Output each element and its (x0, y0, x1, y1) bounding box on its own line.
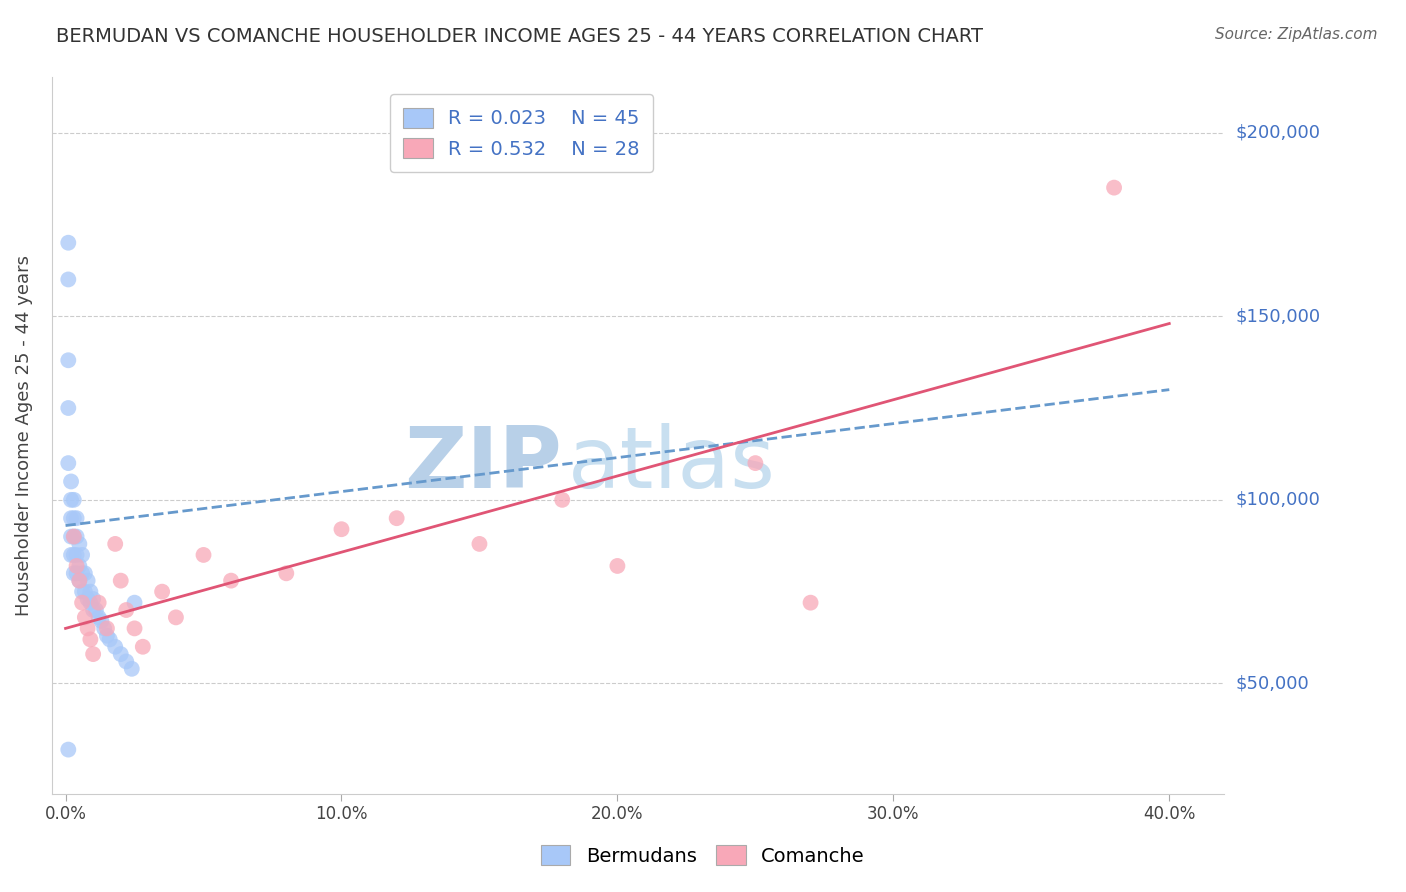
Point (96, 629, 118, 643)
Point (70, 596, 93, 610)
Point (165, 610, 187, 624)
Point (150, 584, 173, 599)
Point (98, 632, 121, 647)
Text: ZIP: ZIP (404, 423, 562, 506)
Point (70, 566, 93, 581)
Point (744, 456, 766, 470)
Point (60, 492, 83, 507)
Point (606, 558, 628, 573)
Point (65, 530, 87, 544)
Point (73, 584, 96, 599)
Point (70, 548, 93, 562)
Point (65, 558, 87, 573)
Text: $200,000: $200,000 (1236, 123, 1320, 142)
Text: BERMUDAN VS COMANCHE HOUSEHOLDER INCOME AGES 25 - 44 YEARS CORRELATION CHART: BERMUDAN VS COMANCHE HOUSEHOLDER INCOME … (56, 27, 983, 45)
Point (104, 640, 127, 654)
Point (96, 621, 118, 635)
Legend: R = 0.023    N = 45, R = 0.532    N = 28: R = 0.023 N = 45, R = 0.532 N = 28 (389, 95, 654, 172)
Y-axis label: Householder Income Ages 25 - 44 years: Householder Income Ages 25 - 44 years (15, 255, 32, 616)
Point (58, 272, 80, 286)
Point (800, 596, 823, 610)
Point (79, 632, 101, 647)
Point (193, 548, 215, 562)
Point (82, 603, 104, 617)
Point (76, 621, 98, 635)
Point (93, 621, 115, 635)
Point (67, 574, 90, 588)
Point (1102, 180, 1125, 194)
Point (60, 548, 83, 562)
Point (115, 655, 138, 669)
Point (70, 584, 93, 599)
Point (60, 475, 83, 489)
Point (65, 548, 87, 562)
Point (63, 492, 86, 507)
Point (110, 574, 132, 588)
Point (115, 603, 138, 617)
Point (65, 511, 87, 525)
Point (132, 640, 155, 654)
Point (90, 614, 112, 628)
Text: $50,000: $50,000 (1236, 674, 1309, 692)
Point (385, 511, 408, 525)
Text: atlas: atlas (568, 423, 776, 506)
Point (58, 235, 80, 250)
Point (87, 610, 110, 624)
Point (330, 522, 353, 536)
Point (82, 592, 104, 607)
Point (84, 603, 107, 617)
Point (104, 537, 127, 551)
Point (124, 596, 146, 610)
Point (63, 511, 86, 525)
Point (87, 596, 110, 610)
Point (121, 662, 143, 676)
Point (79, 596, 101, 610)
Legend: Bermudans, Comanche: Bermudans, Comanche (533, 838, 873, 873)
Point (63, 530, 86, 544)
Point (124, 621, 146, 635)
Point (73, 566, 96, 581)
Point (58, 353, 80, 368)
Point (110, 647, 132, 661)
Point (76, 592, 98, 607)
Point (58, 742, 80, 756)
Point (58, 456, 80, 470)
Point (58, 401, 80, 415)
Point (276, 566, 298, 581)
Point (82, 647, 104, 661)
Point (63, 566, 86, 581)
Point (67, 537, 90, 551)
Text: Source: ZipAtlas.com: Source: ZipAtlas.com (1215, 27, 1378, 42)
Point (65, 566, 87, 581)
Point (76, 574, 98, 588)
Point (219, 574, 242, 588)
Point (73, 610, 96, 624)
Point (79, 584, 101, 599)
Point (67, 558, 90, 573)
Point (63, 530, 86, 544)
Point (63, 548, 86, 562)
Point (551, 492, 574, 507)
Point (468, 537, 491, 551)
Point (60, 530, 83, 544)
Text: $150,000: $150,000 (1236, 307, 1320, 326)
Point (67, 574, 90, 588)
Point (60, 511, 83, 525)
Text: $100,000: $100,000 (1236, 491, 1320, 508)
